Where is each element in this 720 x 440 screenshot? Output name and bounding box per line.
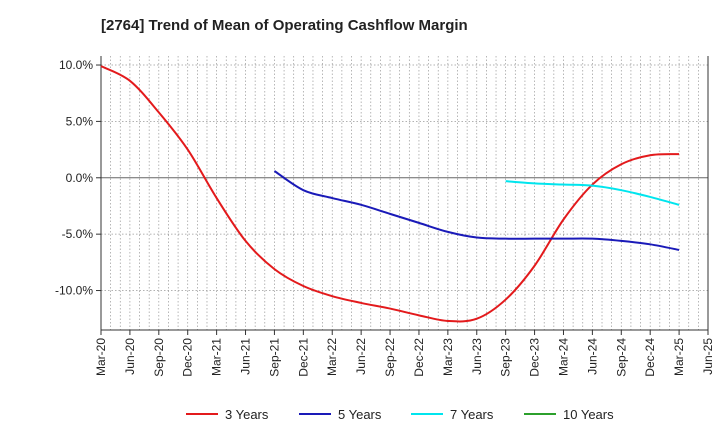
y-axis-ticks: 10.0% 5.0% 0.0% -5.0% -10.0%: [55, 58, 101, 298]
y-tick-label: -5.0%: [62, 227, 94, 241]
y-tick-label: -10.0%: [55, 284, 93, 298]
legend-label-7-years: 7 Years: [450, 407, 494, 422]
chart-title: [2764] Trend of Mean of Operating Cashfl…: [101, 17, 468, 34]
x-tick-label: Dec-24: [643, 338, 657, 377]
x-tick-label: Dec-22: [412, 338, 426, 377]
x-tick-label: Sep-24: [614, 338, 628, 377]
x-tick-label: Mar-24: [556, 338, 570, 376]
x-tick-label: Mar-21: [210, 338, 224, 376]
legend-label-3-years: 3 Years: [225, 407, 269, 422]
x-tick-label: Jun-24: [585, 338, 599, 375]
legend-label-5-years: 5 Years: [338, 407, 382, 422]
x-tick-label: Sep-23: [499, 338, 513, 377]
y-tick-label: 5.0%: [66, 114, 94, 128]
series-lines: [100, 65, 680, 323]
series-line-5-years: [273, 170, 680, 251]
x-tick-label: Sep-20: [152, 338, 166, 377]
x-tick-label: Dec-23: [528, 338, 542, 377]
grid: [100, 56, 709, 330]
y-tick-label: 0.0%: [66, 171, 94, 185]
x-tick-label: Jun-22: [354, 338, 368, 375]
axes: [100, 56, 709, 331]
legend: 3 Years 5 Years 7 Years 10 Years: [186, 407, 614, 422]
series-line-3-years: [100, 65, 680, 323]
x-tick-label: Jun-20: [123, 338, 137, 375]
x-axis-ticks: Mar-20 Jun-20 Sep-20 Dec-20 Mar-21 Jun-21 Sep-…: [94, 330, 715, 377]
x-tick-label: Jun-23: [470, 338, 484, 375]
x-tick-label: Dec-21: [296, 338, 310, 377]
x-tick-label: Sep-21: [267, 338, 281, 377]
x-tick-label: Dec-20: [181, 338, 195, 377]
legend-label-10-years: 10 Years: [563, 407, 614, 422]
x-tick-label: Sep-22: [383, 338, 397, 377]
series-line-7-years: [505, 180, 680, 206]
x-tick-label: Mar-20: [94, 338, 108, 376]
x-tick-label: Jun-25: [701, 338, 715, 375]
x-tick-label: Mar-23: [441, 338, 455, 376]
x-tick-label: Mar-22: [325, 338, 339, 376]
y-tick-label: 10.0%: [59, 58, 93, 72]
x-tick-label: Jun-21: [239, 338, 253, 375]
x-tick-label: Mar-25: [672, 338, 686, 376]
